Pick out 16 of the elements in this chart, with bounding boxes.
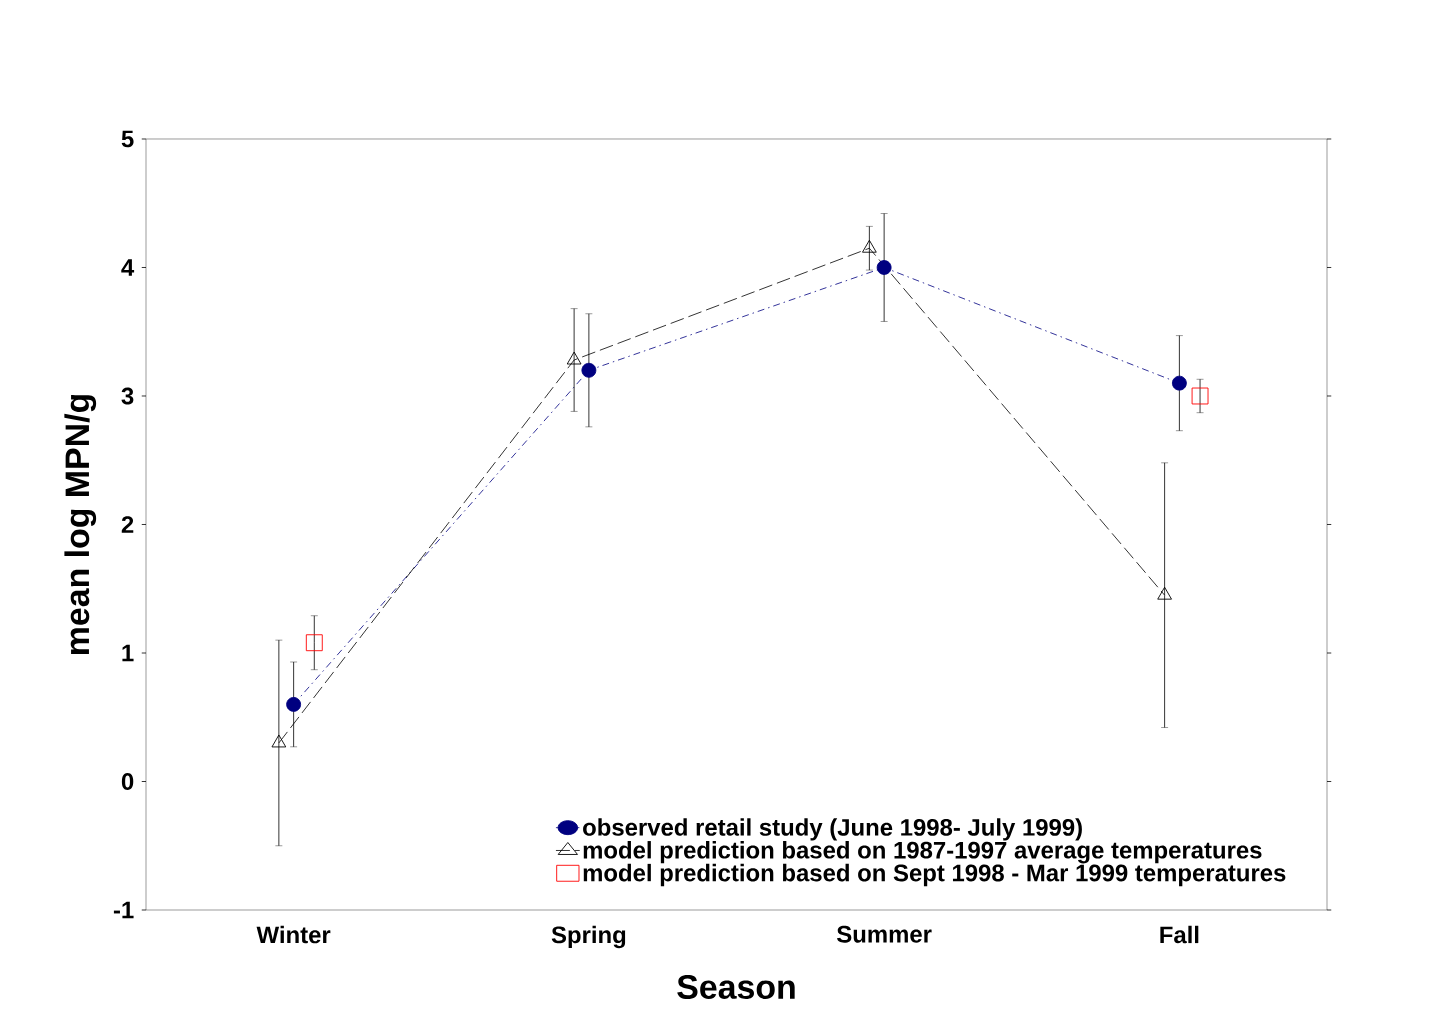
legend-label: model prediction based on 1987-1997 average temperatures (583, 841, 1262, 864)
legend-label: observed retail study (June 1998- July 1999) (583, 818, 1082, 841)
x-axis-title: Season (677, 975, 795, 999)
y-tick-label: 4 (121, 259, 135, 276)
x-tick-label: Fall (1160, 925, 1199, 944)
y-axis-title: mean log MPN/g (64, 395, 97, 654)
x-tick-label: Summer (836, 925, 932, 943)
x-tick-label: Spring (551, 925, 626, 949)
y-tick-label: 0 (121, 773, 134, 790)
x-tick-label: Winter (256, 925, 331, 944)
y-tick-label: 3 (121, 387, 134, 405)
y-tick-label: 5 (121, 130, 134, 148)
legend-label: model prediction based on Sept 1998 - Mar 1999 temperatures (583, 863, 1286, 887)
y-tick-label: -1 (113, 901, 134, 919)
y-tick-label: 1 (122, 644, 134, 662)
y-tick-label: 2 (121, 516, 134, 533)
